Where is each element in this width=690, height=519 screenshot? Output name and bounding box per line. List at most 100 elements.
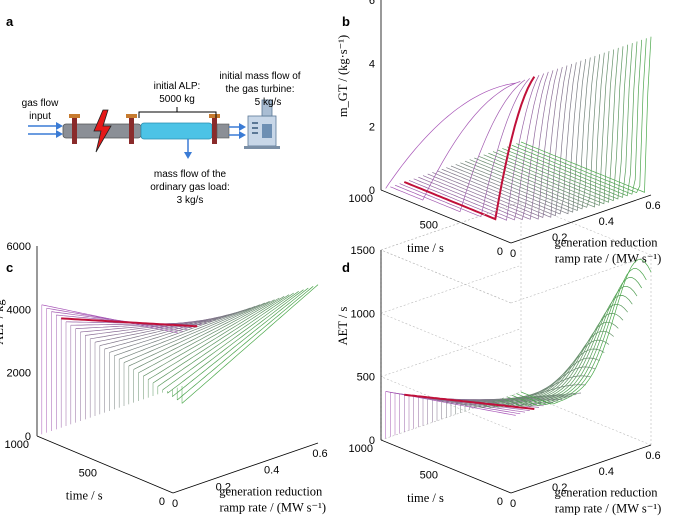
series-line — [413, 73, 545, 221]
series-line — [464, 55, 596, 210]
x-axis-label: generation reduction — [554, 236, 658, 250]
y-tick-label: 0 — [159, 496, 165, 508]
x-axis-label-2: ramp rate / (MW s⁻¹) — [219, 501, 326, 515]
y-tick-label: 0 — [497, 496, 503, 508]
highlight-series-line — [61, 317, 198, 328]
z-tick-label: 2 — [369, 122, 375, 134]
series-line — [427, 68, 559, 220]
series-line — [157, 292, 294, 387]
series-line — [104, 310, 241, 350]
x-tick-label: 0.4 — [599, 466, 614, 478]
x-tick-label: 0.2 — [216, 481, 231, 493]
axes-d — [380, 250, 652, 494]
axes-b — [380, 0, 652, 244]
grid-line — [380, 313, 512, 367]
x-tick-label: 0.6 — [312, 448, 327, 460]
grid-line — [380, 265, 522, 314]
series-line — [506, 286, 638, 407]
series-line — [441, 63, 573, 217]
y-tick-label: 0 — [497, 246, 503, 258]
y-axis-label: time / s — [407, 241, 444, 255]
turbine-arrows — [229, 123, 246, 139]
z-tick-label: 0 — [25, 431, 31, 443]
grid-line — [380, 201, 522, 251]
series-line — [148, 296, 285, 380]
series-line — [492, 46, 624, 202]
ordinary-load-line2: ordinary gas load: — [150, 182, 230, 193]
x-tick-label: 0.2 — [552, 232, 567, 244]
series-line — [99, 312, 236, 346]
z-tick-label: 500 — [357, 372, 375, 384]
inlet-arrows — [28, 122, 63, 138]
series-line — [464, 366, 596, 406]
panel-label-c: c — [6, 260, 13, 275]
y-tick-label: 500 — [420, 220, 438, 232]
z-tick-label: 6000 — [7, 241, 31, 253]
panel-label-b: b — [342, 14, 350, 29]
gas-flow-input-line1: gas flow — [22, 98, 59, 109]
series-line — [478, 51, 610, 206]
surface-b — [385, 36, 652, 221]
highlight-series-line — [403, 76, 536, 221]
z-tick-label: 1000 — [351, 308, 375, 320]
series-line — [172, 287, 309, 397]
initial-mass-flow-line1: initial mass flow of — [219, 71, 300, 82]
series-line — [483, 330, 614, 408]
x-tick-label: 0.6 — [645, 450, 660, 462]
series-line — [138, 299, 275, 374]
ordinary-load-line1: mass flow of the — [154, 169, 227, 180]
highlight-series-line — [404, 393, 535, 410]
series-line — [511, 39, 643, 195]
y-axis-line — [380, 189, 512, 244]
schematic-a: gas flow input initial ALP: 5000 kg mass… — [22, 71, 301, 206]
x-tick-label: 0 — [510, 498, 516, 510]
chart-panel-d: 00.20.40.605001000050010001500generation… — [336, 201, 662, 516]
series-line — [123, 304, 261, 363]
series-line — [385, 82, 516, 189]
axes-c — [36, 246, 319, 494]
x-tick-label: 0.4 — [599, 216, 614, 228]
grid-line — [380, 376, 512, 430]
series-line — [436, 65, 568, 218]
x-tick-label: 0.2 — [552, 482, 567, 494]
z-tick-label: 4 — [369, 58, 375, 70]
x-axis-label: generation reduction — [554, 486, 658, 500]
z-tick-label: 2000 — [7, 368, 31, 380]
series-line — [408, 74, 540, 221]
x-axis-label-2: ramp rate / (MW s⁻¹) — [555, 252, 662, 266]
series-line — [133, 300, 270, 370]
series-line — [492, 312, 624, 408]
z-axis-label: m_GT / (kg·s⁻¹) — [336, 35, 350, 117]
series-line — [152, 294, 290, 384]
series-line — [455, 59, 587, 213]
series-line — [181, 284, 319, 404]
y-axis-line — [380, 439, 512, 494]
x-axis-line — [172, 442, 319, 494]
y-axis-line — [36, 435, 174, 494]
y-axis-label: time / s — [66, 489, 103, 503]
grid-line — [510, 254, 652, 304]
z-tick-label: 1500 — [351, 245, 375, 257]
x-axis-label-2: ramp rate / (MW s⁻¹) — [555, 502, 662, 516]
x-tick-label: 0 — [172, 498, 178, 510]
series-line — [520, 259, 652, 405]
series-line — [176, 286, 314, 401]
chart-panel-c: 00.20.40.6050010000200040006000generatio… — [0, 241, 328, 515]
panel-label-a: a — [6, 14, 14, 29]
valve-1 — [69, 114, 80, 144]
series-line — [422, 70, 554, 220]
series-line — [143, 297, 280, 377]
series-line — [474, 348, 605, 408]
y-tick-label: 500 — [79, 468, 97, 480]
ordinary-load-line3: 3 kg/s — [177, 195, 204, 206]
series-line — [51, 311, 188, 331]
initial-mass-flow-line3: 5 kg/s — [255, 97, 282, 108]
x-tick-label: 0 — [510, 248, 516, 260]
series-line — [399, 78, 530, 218]
series-line — [506, 41, 638, 197]
series-line — [162, 291, 299, 391]
series-line — [511, 277, 642, 406]
